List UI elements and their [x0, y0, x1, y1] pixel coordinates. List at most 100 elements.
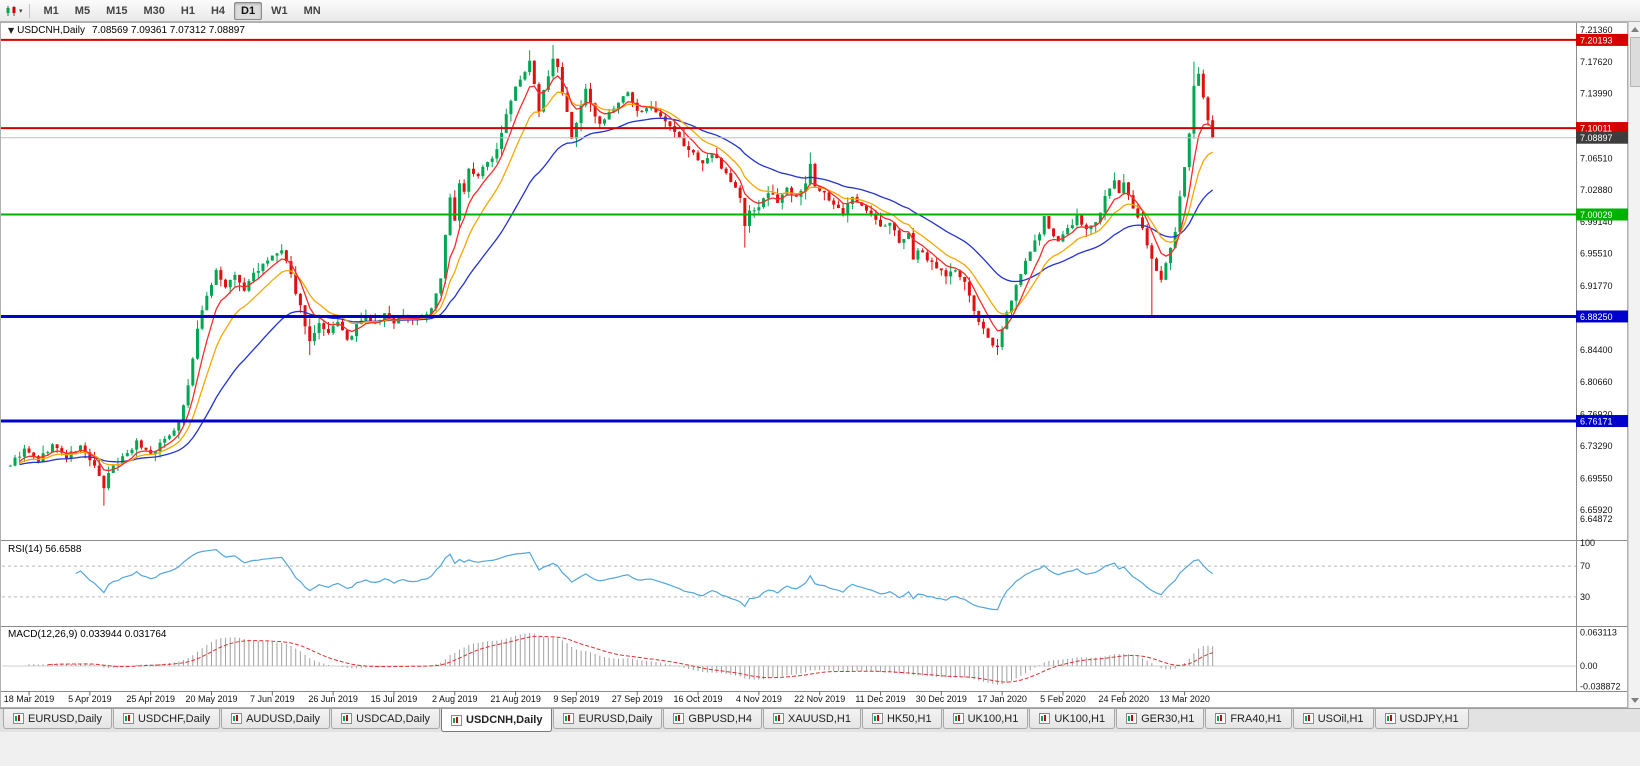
svg-text:7.08897: 7.08897 [1580, 133, 1613, 143]
svg-text:30 Dec 2019: 30 Dec 2019 [916, 694, 967, 704]
timeframe-button-MN[interactable]: MN [303, 4, 321, 17]
chart-tab-GBPUSD-H4[interactable]: GBPUSD,H4 [663, 709, 762, 729]
timeframe-button-M5[interactable]: M5 [74, 4, 91, 17]
mini-chart-icon [563, 713, 575, 724]
rsi-indicator-header: RSI(14) 56.6588 [8, 544, 82, 555]
svg-text:22 Nov 2019: 22 Nov 2019 [794, 694, 845, 704]
svg-text:5 Apr 2019: 5 Apr 2019 [68, 694, 112, 704]
svg-text:70: 70 [1580, 561, 1590, 571]
svg-text:26 Jun 2019: 26 Jun 2019 [308, 694, 358, 704]
svg-text:6.76171: 6.76171 [1580, 417, 1613, 427]
chart-tab-USOil-H1[interactable]: USOil,H1 [1292, 709, 1374, 729]
timeframe-button-H1[interactable]: H1 [180, 4, 195, 17]
timeframe-button-W1[interactable]: W1 [271, 4, 288, 17]
svg-text:7.21360: 7.21360 [1580, 25, 1613, 35]
scroll-up-arrow-icon[interactable] [1631, 27, 1639, 32]
chart-tab-USDCAD-Daily[interactable]: USDCAD,Daily [331, 709, 441, 729]
chart-tab-label: FRA40,H1 [1230, 712, 1282, 725]
timeframe-buttons: M1 M5 M15 M30 H1 H4 D1 W1 MN [36, 1, 329, 20]
chart-tab-USDCHF-Daily[interactable]: USDCHF,Daily [112, 709, 221, 729]
svg-text:6.76920: 6.76920 [1580, 410, 1613, 420]
chart-tab-GER30-H1[interactable]: GER30,H1 [1116, 709, 1205, 729]
mini-chart-icon [1384, 713, 1396, 724]
chart-tab-UK100-H1[interactable]: UK100,H1 [1029, 709, 1116, 729]
svg-text:7.13990: 7.13990 [1580, 89, 1613, 99]
chart-tab-label: USDCAD,Daily [356, 712, 431, 725]
timeframe-button-M15[interactable]: M15 [106, 4, 128, 17]
macd-axis: 0.063113 0.00 -0.038872 [1580, 628, 1621, 692]
chart-tab-USDCNH-Daily[interactable]: USDCNH,Daily [441, 709, 553, 732]
timeframe-button-M1[interactable]: M1 [43, 4, 59, 17]
scroll-down-arrow-icon[interactable] [1631, 698, 1639, 703]
chart-canvas[interactable]: 7.21360 7.17620 7.13990 7.06510 7.02880 6.991… [0, 22, 1628, 708]
mini-chart-icon [871, 713, 883, 724]
svg-text:27 Sep 2019: 27 Sep 2019 [612, 694, 663, 704]
svg-text:7.20193: 7.20193 [1580, 35, 1613, 45]
timeframe-button-H4[interactable]: H4 [210, 4, 226, 17]
chart-ohlc-values: 7.08569 7.09361 7.07312 7.08897 [91, 25, 245, 36]
chart-tab-HK50-H1[interactable]: HK50,H1 [861, 709, 942, 729]
svg-text:6.95510: 6.95510 [1580, 249, 1613, 259]
chart-title-bar: ▼ USDCNH,Daily 7.08569 7.09361 7.07312 7.0… [8, 25, 245, 36]
rsi-line [75, 548, 1214, 611]
svg-text:7 Jun 2019: 7 Jun 2019 [250, 694, 295, 704]
svg-text:2 Aug 2019: 2 Aug 2019 [432, 694, 478, 704]
timeframe-button-M30[interactable]: M30 [143, 4, 165, 17]
svg-text:24 Feb 2020: 24 Feb 2020 [1098, 694, 1149, 704]
svg-text:6.73290: 6.73290 [1580, 441, 1613, 451]
svg-text:6.64872: 6.64872 [1580, 514, 1613, 524]
chart-tab-USDJPY-H1[interactable]: USDJPY,H1 [1374, 709, 1469, 729]
date-axis[interactable]: 18 Mar 2019 5 Apr 2019 25 Apr 2019 20 May 2… [4, 691, 1210, 705]
chart-tab-label: USDJPY,H1 [1399, 712, 1459, 725]
svg-text:7.02880: 7.02880 [1580, 185, 1613, 195]
horizontal-level-lines[interactable] [0, 38, 1576, 423]
rsi-axis: 100 70 30 [1580, 538, 1595, 602]
scrollbar-thumb[interactable] [1630, 37, 1640, 87]
mini-chart-icon [772, 713, 784, 724]
mini-chart-icon [13, 713, 24, 724]
chart-tab-AUDUSD-Daily[interactable]: AUDUSD,Daily [221, 709, 331, 729]
svg-text:18 Mar 2019: 18 Mar 2019 [4, 694, 55, 704]
ma-fast-line [19, 75, 1214, 472]
timeframe-button-D1[interactable]: D1 [234, 1, 263, 20]
price-axis[interactable]: 7.21360 7.17620 7.13990 7.06510 7.02880 6.991… [1576, 25, 1628, 524]
svg-text:7.17620: 7.17620 [1580, 57, 1613, 67]
svg-text:15 Jul 2019: 15 Jul 2019 [371, 694, 418, 704]
chart-tab-EURUSD-Daily[interactable]: EURUSD,Daily [553, 709, 663, 729]
mini-chart-icon [341, 713, 353, 724]
chart-tab-UK100-H1[interactable]: UK100,H1 [942, 709, 1029, 729]
window-bottom-filler [0, 732, 1640, 766]
one-click-trading-arrow[interactable]: ▼ [8, 26, 15, 35]
svg-text:6.69550: 6.69550 [1580, 473, 1613, 483]
chart-tab-label: USOil,H1 [1317, 712, 1364, 725]
mini-chart-icon [1302, 713, 1314, 724]
mini-chart-icon [673, 713, 685, 724]
svg-text:21 Aug 2019: 21 Aug 2019 [490, 694, 541, 704]
chart-tab-label: AUDUSD,Daily [246, 712, 321, 725]
chart-window: 7.21360 7.17620 7.13990 7.06510 7.02880 6.991… [0, 22, 1628, 708]
chart-tab-bar: EURUSD,Daily USDCHF,Daily AUDUSD,Daily USDC… [0, 708, 1640, 732]
chart-background [0, 22, 1628, 708]
svg-text:6.91770: 6.91770 [1580, 281, 1613, 291]
chart-tab-label: EURUSD,Daily [28, 712, 102, 725]
svg-text:0.00: 0.00 [1580, 661, 1598, 671]
svg-text:7.06510: 7.06510 [1580, 153, 1613, 163]
svg-text:30: 30 [1580, 592, 1590, 602]
svg-text:100: 100 [1580, 538, 1595, 548]
svg-text:25 Apr 2019: 25 Apr 2019 [126, 694, 175, 704]
chart-tab-label: GER30,H1 [1141, 712, 1195, 725]
macd-signal-line [47, 635, 1213, 683]
chart-tab-XAUUSD-H1[interactable]: XAUUSD,H1 [762, 709, 861, 729]
chart-tab-label: USDCNH,Daily [466, 714, 543, 726]
chart-tools-dropdown[interactable]: ▾ [5, 5, 23, 17]
chart-tab-FRA40-H1[interactable]: FRA40,H1 [1205, 709, 1292, 729]
vertical-scrollbar[interactable] [1628, 22, 1640, 708]
chart-tab-label: GBPUSD,H4 [688, 712, 752, 725]
svg-text:4 Nov 2019: 4 Nov 2019 [736, 694, 782, 704]
chart-tab-label: EURUSD,Daily [578, 712, 653, 725]
rsi-level-lines [2, 565, 1576, 598]
mini-chart-icon [231, 713, 243, 724]
chart-tab-EURUSD-Daily[interactable]: EURUSD,Daily [3, 709, 112, 729]
chart-tab-label: UK100,H1 [1054, 712, 1106, 725]
